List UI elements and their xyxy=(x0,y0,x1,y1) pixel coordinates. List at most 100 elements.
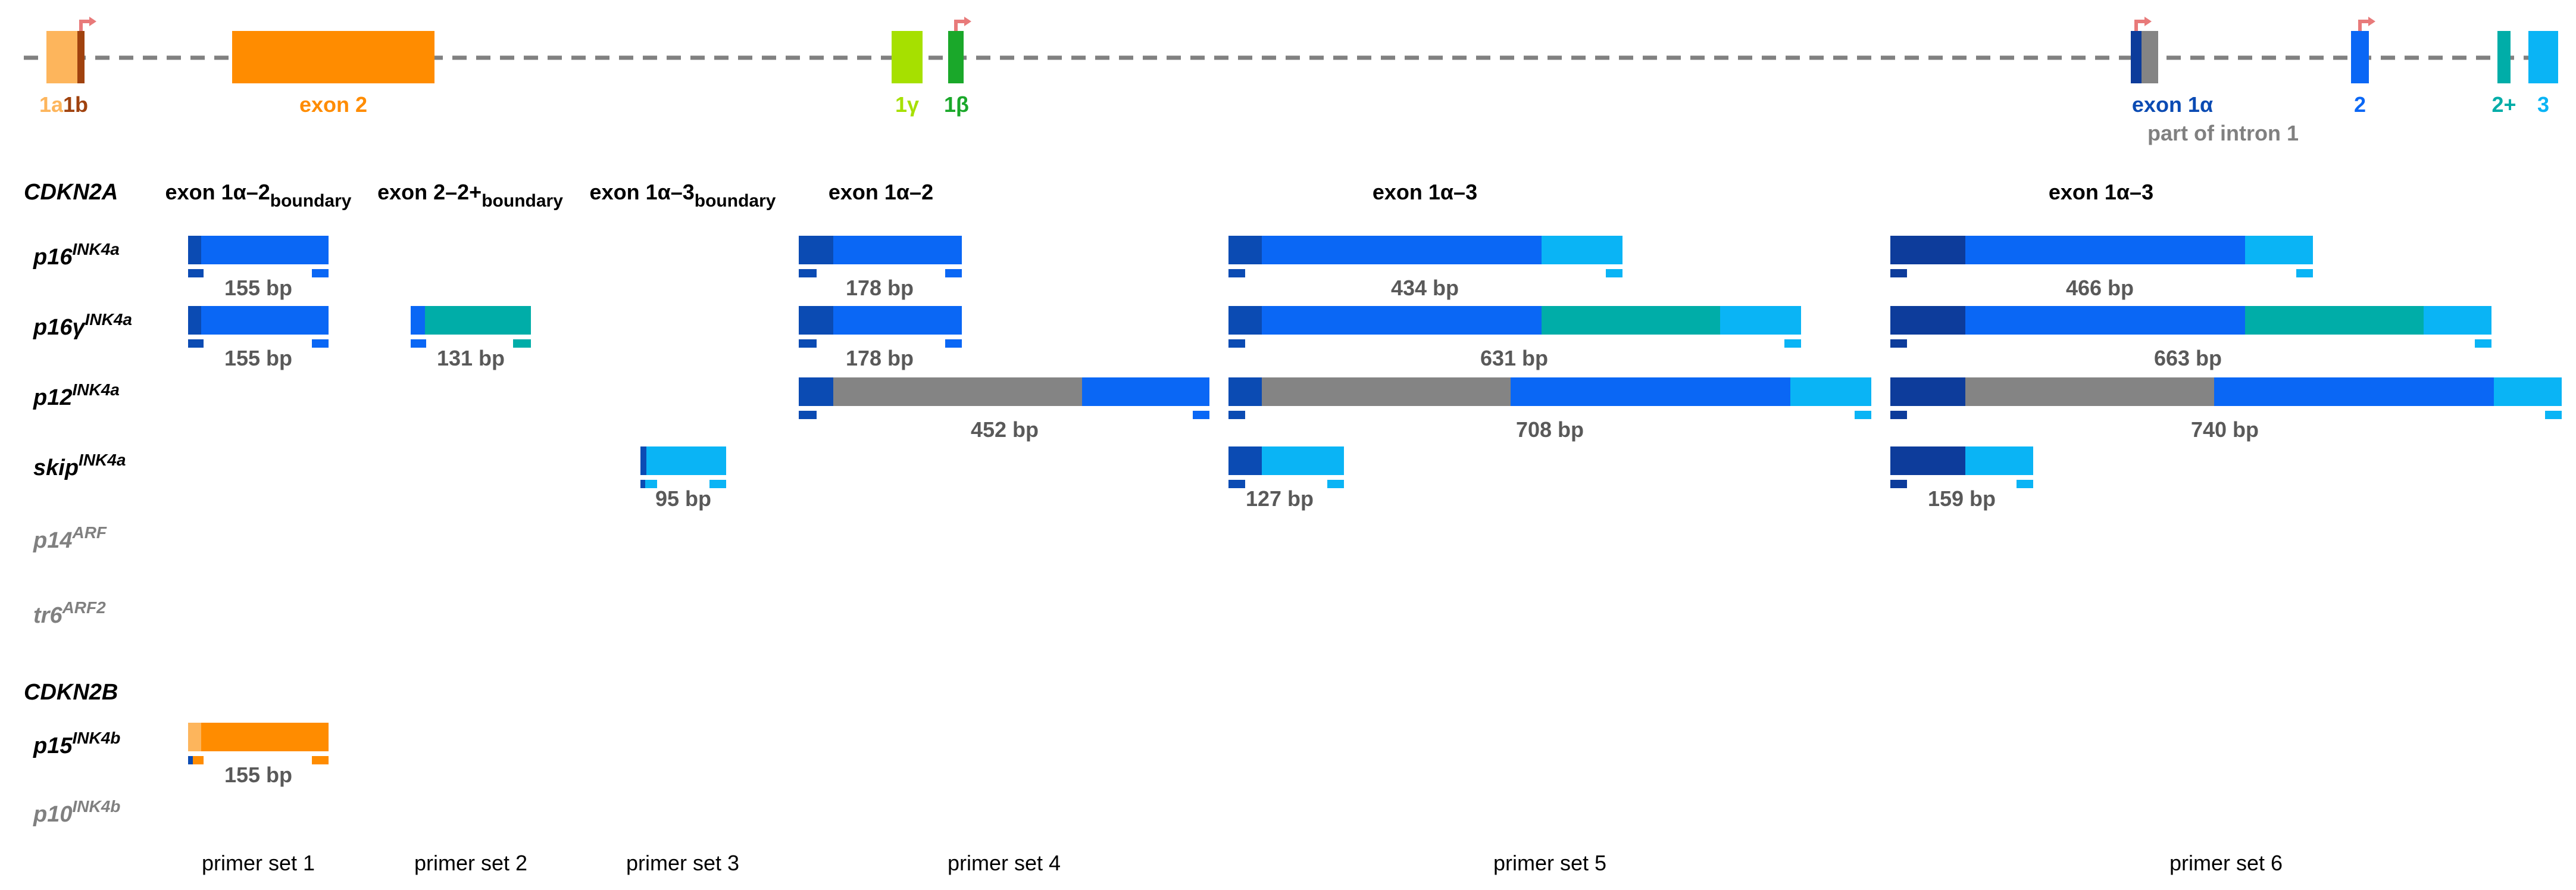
primer-set-label: primer set 5 xyxy=(1493,851,1606,875)
primer-set-label: primer set 6 xyxy=(2169,851,2283,875)
amplicon-size-label: 663 bp xyxy=(2154,346,2222,370)
segment-exon-3 xyxy=(2494,377,2562,406)
segment-exon-1alpha xyxy=(1228,446,1262,475)
column-header: exon 1α–3 xyxy=(1373,180,1477,204)
segment-exon-2 xyxy=(201,236,329,264)
exon-1b-label: 1b xyxy=(63,92,88,117)
exon-1b-block xyxy=(77,31,85,83)
primer-mark xyxy=(799,269,817,277)
intron-part-label: part of intron 1 xyxy=(2147,121,2299,145)
segment-exon-2 xyxy=(1082,377,1209,406)
segment-exon-3 xyxy=(1965,446,2033,475)
exon-2plus-label: 2+ xyxy=(2491,92,2516,117)
segment-exon-1alpha xyxy=(1228,236,1262,264)
segment-exon-2plus xyxy=(1542,306,1720,335)
tss-arrow-icon xyxy=(954,17,971,31)
amplicon-size-label: 452 bp xyxy=(971,417,1039,442)
primer-mark xyxy=(193,756,204,764)
column-header: exon 1α–3 xyxy=(2049,180,2153,204)
row-label-p10: p10INK4b xyxy=(33,797,120,827)
amplicon-size-label: 631 bp xyxy=(1480,346,1548,370)
segment-exon-2plus xyxy=(2245,306,2424,335)
tss-arrow-icon xyxy=(79,17,96,31)
primer-mark xyxy=(1228,339,1245,348)
column-header: exon 1α–2boundary xyxy=(165,180,352,211)
primer-mark xyxy=(312,339,329,348)
amplicon-size-label: 155 bp xyxy=(224,763,292,787)
primer-mark xyxy=(1228,480,1245,488)
exon-1beta-block xyxy=(948,31,964,83)
segment-exon-3 xyxy=(1720,306,1801,335)
segment-exon-1alpha xyxy=(1890,446,1965,475)
segment-exon-2 xyxy=(2214,377,2494,406)
amplicon-size-label: 434 bp xyxy=(1391,276,1459,300)
primer-mark xyxy=(945,269,962,277)
row-label-skip: skipINK4a xyxy=(33,451,126,480)
exon-2plus-block xyxy=(2497,31,2511,83)
primer-mark xyxy=(1193,411,1209,419)
primer-mark xyxy=(2296,269,2313,277)
segment-exon-1alpha xyxy=(1890,377,1965,406)
segment-exon-2 xyxy=(833,236,962,264)
segment-intron xyxy=(1965,377,2214,406)
segment-exon-2 xyxy=(201,306,329,335)
primer-mark xyxy=(945,339,962,348)
exon-1gamma-label: 1γ xyxy=(895,92,919,117)
column-header: exon 1α–3boundary xyxy=(590,180,776,211)
row-label-p15: p15INK4b xyxy=(33,729,120,758)
amplicon-size-label: 178 bp xyxy=(846,276,914,300)
exon-3-label: 3 xyxy=(2537,92,2549,117)
segment-exon-3 xyxy=(1262,446,1344,475)
primer-mark xyxy=(188,339,204,348)
gene-name-cdkn2a: CDKN2A xyxy=(24,180,118,205)
primer-mark xyxy=(312,269,329,277)
segment-exon-2-orange xyxy=(201,723,329,751)
primer-mark xyxy=(188,269,204,277)
primer-mark xyxy=(2545,411,2562,419)
exon-1gamma-block xyxy=(892,31,923,83)
segment-exon-1alpha xyxy=(1890,306,1965,335)
segment-exon-2 xyxy=(1262,306,1542,335)
amplicon-size-label: 155 bp xyxy=(224,276,292,300)
amplicon-size-label: 95 bp xyxy=(655,486,711,511)
segment-exon-3 xyxy=(1542,236,1622,264)
row-label-p12: p12INK4a xyxy=(33,380,120,410)
primer-mark xyxy=(640,480,645,488)
segment-exon-1alpha xyxy=(1228,377,1262,406)
primer-mark xyxy=(1890,411,1907,419)
primer-set-label: primer set 2 xyxy=(414,851,527,875)
segment-exon-2 xyxy=(411,306,425,335)
segment-exon-3 xyxy=(1790,377,1871,406)
exon-1beta-label: 1β xyxy=(944,92,969,117)
row-label-p16: p16INK4a xyxy=(33,240,120,270)
exon-2-orange-label: exon 2 xyxy=(299,92,367,117)
primer-mark xyxy=(1855,411,1871,419)
exon-2-blue-block xyxy=(2351,31,2369,83)
primer-mark xyxy=(1784,339,1801,348)
segment-exon-1alpha xyxy=(799,236,833,264)
row-labels: p16INK4a p16γINK4a p12INK4a skipINK4a p1… xyxy=(33,240,132,827)
primer-mark xyxy=(799,339,817,348)
primer-mark xyxy=(1890,339,1907,348)
segment-exon-1alpha xyxy=(640,446,646,475)
primer-mark xyxy=(709,480,726,488)
segment-exon-2plus xyxy=(425,306,531,335)
primer-mark xyxy=(2017,480,2033,488)
primer-set-label: primer set 4 xyxy=(948,851,1061,875)
primer-mark xyxy=(188,756,193,764)
segment-exon-1alpha xyxy=(188,306,201,335)
segment-exon-1alpha xyxy=(188,236,201,264)
segment-exon-1alpha xyxy=(1228,306,1262,335)
amplicon-size-label: 159 bp xyxy=(1928,486,1996,511)
segment-exon-1 xyxy=(188,723,201,751)
segment-exon-1alpha xyxy=(799,306,833,335)
gene-map: 1a 1b exon 2 1γ 1β exon 1α part of intro… xyxy=(24,17,2558,145)
primer-mark xyxy=(1890,269,1907,277)
primer-mark xyxy=(1327,480,1344,488)
primer-mark xyxy=(312,756,329,764)
exon-2-blue-label: 2 xyxy=(2354,92,2366,117)
exon-3-block xyxy=(2528,31,2558,83)
amplicon-size-label: 708 bp xyxy=(1516,417,1584,442)
segment-exon-2 xyxy=(1262,236,1542,264)
segment-exon-1alpha xyxy=(1890,236,1965,264)
